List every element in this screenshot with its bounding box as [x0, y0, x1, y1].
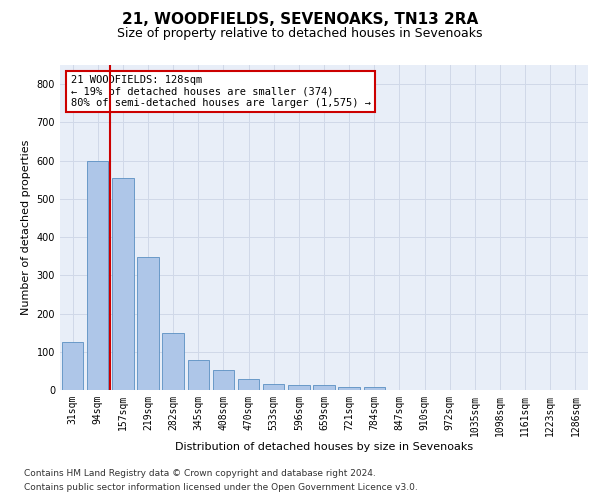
- Bar: [112, 178, 134, 390]
- X-axis label: Distribution of detached houses by size in Sevenoaks: Distribution of detached houses by size …: [175, 442, 473, 452]
- Text: Size of property relative to detached houses in Sevenoaks: Size of property relative to detached ho…: [117, 28, 483, 40]
- Bar: [263, 384, 284, 390]
- Bar: [213, 370, 234, 390]
- Text: 21 WOODFIELDS: 128sqm
← 19% of detached houses are smaller (374)
80% of semi-det: 21 WOODFIELDS: 128sqm ← 19% of detached …: [71, 74, 371, 108]
- Y-axis label: Number of detached properties: Number of detached properties: [21, 140, 31, 315]
- Bar: [364, 387, 385, 390]
- Bar: [313, 386, 335, 390]
- Text: 21, WOODFIELDS, SEVENOAKS, TN13 2RA: 21, WOODFIELDS, SEVENOAKS, TN13 2RA: [122, 12, 478, 28]
- Bar: [188, 360, 209, 390]
- Text: Contains HM Land Registry data © Crown copyright and database right 2024.: Contains HM Land Registry data © Crown c…: [24, 468, 376, 477]
- Bar: [87, 160, 109, 390]
- Bar: [137, 257, 158, 390]
- Bar: [238, 378, 259, 390]
- Text: Contains public sector information licensed under the Open Government Licence v3: Contains public sector information licen…: [24, 484, 418, 492]
- Bar: [163, 332, 184, 390]
- Bar: [288, 385, 310, 390]
- Bar: [62, 342, 83, 390]
- Bar: [338, 388, 360, 390]
